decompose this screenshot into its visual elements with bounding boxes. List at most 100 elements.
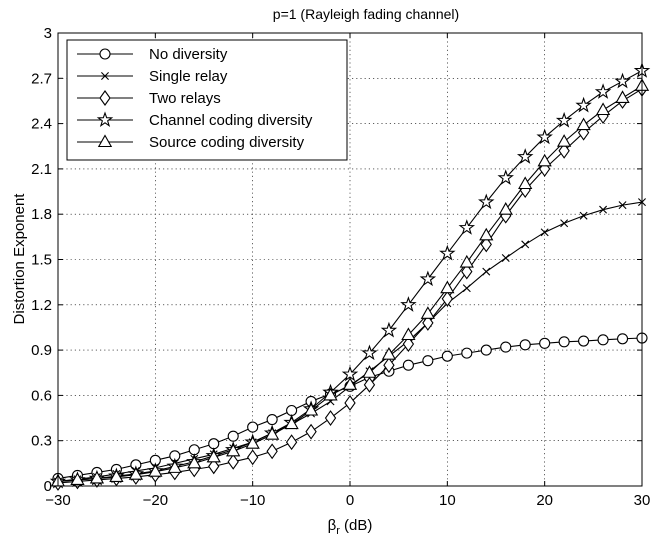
legend-label: Channel coding diversity bbox=[149, 112, 313, 129]
data-point bbox=[595, 102, 611, 116]
data-point bbox=[226, 443, 241, 457]
x-tick-label: 10 bbox=[439, 492, 456, 509]
y-tick-label: 0.9 bbox=[31, 342, 52, 359]
data-point bbox=[537, 153, 552, 167]
legend-entry-3: Channel coding diversity bbox=[77, 111, 313, 129]
data-point bbox=[441, 290, 454, 307]
data-point bbox=[575, 96, 592, 113]
data-point bbox=[501, 254, 510, 262]
data-point bbox=[518, 176, 533, 190]
legend-entry-4: Source coding diversity bbox=[77, 134, 305, 151]
legend-label: Two relays bbox=[149, 90, 221, 107]
y-tick-label: 0 bbox=[44, 478, 52, 495]
data-point bbox=[419, 270, 437, 287]
data-point bbox=[380, 321, 398, 338]
y-axis-title: Distortion Exponent bbox=[11, 193, 28, 325]
data-point bbox=[539, 337, 551, 349]
data-point bbox=[441, 350, 453, 362]
data-point bbox=[341, 365, 359, 382]
data-point bbox=[458, 219, 476, 235]
data-point bbox=[305, 423, 317, 440]
data-point bbox=[344, 395, 356, 411]
data-point bbox=[285, 434, 298, 451]
legend-marker bbox=[99, 48, 111, 60]
y-tick-label: 2.4 bbox=[31, 116, 52, 133]
data-point bbox=[363, 376, 376, 393]
data-point bbox=[266, 414, 278, 426]
y-tick-label: 0.6 bbox=[31, 387, 52, 404]
data-point bbox=[614, 72, 631, 89]
data-point bbox=[420, 306, 436, 319]
data-point bbox=[480, 344, 492, 356]
legend-marker bbox=[96, 111, 114, 128]
legend-marker bbox=[101, 72, 109, 80]
data-point bbox=[440, 280, 455, 294]
x-tick-label: −10 bbox=[240, 492, 265, 509]
series-3 bbox=[49, 62, 651, 489]
data-point bbox=[615, 90, 630, 103]
data-point bbox=[498, 202, 513, 215]
data-point bbox=[383, 357, 395, 374]
data-point bbox=[594, 83, 612, 99]
data-point bbox=[247, 421, 259, 433]
data-point bbox=[578, 335, 590, 347]
data-point bbox=[361, 344, 378, 361]
data-point bbox=[555, 111, 573, 128]
data-point bbox=[478, 193, 495, 210]
data-point bbox=[500, 341, 512, 353]
data-point bbox=[342, 377, 358, 390]
data-point bbox=[482, 267, 491, 276]
data-point bbox=[70, 472, 85, 486]
data-point bbox=[89, 470, 105, 484]
data-point bbox=[462, 284, 471, 293]
data-point bbox=[616, 333, 629, 345]
legend-entry-0: No diversity bbox=[77, 46, 228, 63]
data-point bbox=[246, 449, 259, 466]
legend-entry-2: Two relays bbox=[77, 90, 221, 107]
data-point bbox=[599, 205, 608, 214]
x-axis-title: βr (dB) bbox=[328, 517, 373, 537]
data-point bbox=[560, 219, 569, 228]
data-point bbox=[148, 464, 163, 477]
data-point bbox=[422, 314, 434, 331]
data-point bbox=[266, 443, 278, 460]
data-point bbox=[381, 347, 397, 360]
legend-label: No diversity bbox=[149, 46, 228, 63]
y-tick-label: 1.5 bbox=[31, 252, 52, 269]
data-point bbox=[362, 365, 377, 378]
y-tick-label: 3 bbox=[44, 25, 52, 42]
data-point bbox=[206, 449, 221, 463]
y-tick-label: 1.2 bbox=[31, 297, 52, 314]
legend-entry-1: Single relay bbox=[77, 68, 228, 85]
data-point bbox=[401, 327, 416, 341]
legend-label: Source coding diversity bbox=[149, 134, 305, 151]
data-point bbox=[227, 453, 239, 470]
data-point bbox=[516, 148, 534, 164]
y-tick-label: 2.7 bbox=[31, 70, 52, 87]
x-tick-label: −20 bbox=[143, 492, 168, 509]
legend: No diversity Single relay Two relays Channe… bbox=[66, 39, 348, 161]
series-4 bbox=[50, 78, 650, 487]
data-point bbox=[400, 296, 417, 312]
data-point bbox=[323, 387, 338, 401]
data-point bbox=[187, 455, 202, 469]
data-point bbox=[521, 240, 530, 249]
legend-marker bbox=[97, 134, 113, 148]
data-point bbox=[497, 169, 514, 185]
data-point bbox=[576, 117, 591, 131]
legend-box bbox=[66, 39, 348, 161]
data-point bbox=[245, 436, 260, 449]
series-layer bbox=[49, 62, 651, 491]
data-point bbox=[109, 469, 124, 482]
x-tick-label: −30 bbox=[45, 492, 70, 509]
data-point bbox=[618, 201, 627, 210]
data-point bbox=[597, 334, 609, 346]
x-tick-label: 20 bbox=[536, 492, 553, 509]
axis-ticks: −30 −20 −10 0 10 20 30 0 0.3 0.6 0.9 1.2 1.5 1.8 2.1 2.… bbox=[31, 25, 650, 509]
data-point bbox=[439, 244, 456, 261]
data-point bbox=[167, 460, 182, 473]
data-point bbox=[422, 355, 434, 367]
data-point bbox=[303, 402, 319, 416]
data-point bbox=[264, 427, 280, 440]
